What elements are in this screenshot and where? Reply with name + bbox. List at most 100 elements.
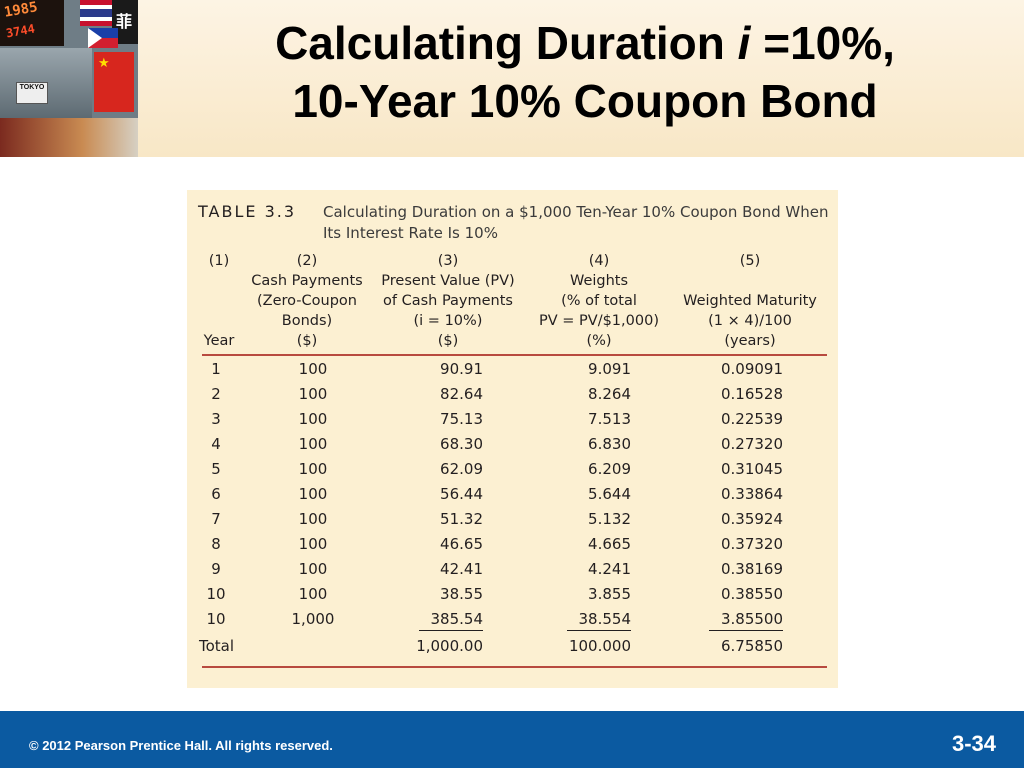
cell-weighted-maturity: 0.38169 [720,560,783,578]
header-line: (1) [208,253,230,269]
header-line: (4) [588,253,610,269]
column-header-present-value: (3) Present Value (PV) of Cash Payments … [373,251,523,351]
column-header-weights: (4) Weights (% of total PV = PV/$1,000) … [527,251,671,351]
table-row: 7 100 51.32 5.132 0.35924 [187,507,838,532]
table-row: 5 100 62.09 6.209 0.31045 [187,457,838,482]
total-pv: 1,000.00 [416,637,483,655]
header-line [675,271,825,291]
cell-weighted-maturity: 0.16528 [720,385,783,403]
header-line: ($) [296,333,318,349]
cell-weight: 9.091 [588,360,631,378]
table-caption: Calculating Duration on a $1,000 Ten-Yea… [323,203,829,242]
cell-weight: 6.209 [588,460,631,478]
header-line: (years) [724,333,776,349]
cell-weight: 5.644 [588,485,631,503]
header-band [0,0,1024,157]
cell-year: 6 [211,485,221,503]
title-suffix: =10%, [750,17,895,69]
cell-cash: 100 [298,510,328,528]
table-row: 8 100 46.65 4.665 0.37320 [187,532,838,557]
cell-weight: 6.830 [588,435,631,453]
cell-pv: 75.13 [440,410,483,428]
china-flag-icon: ★ [94,52,134,112]
header-line: Bonds) [281,313,333,329]
stock-board-text-2: 3744 [5,21,36,41]
star-icon: ★ [98,55,110,70]
cell-pv: 38.55 [440,585,483,603]
header-line: (3) [437,253,459,269]
table-row: 9 100 42.41 4.241 0.38169 [187,557,838,582]
cell-cash: 100 [298,485,328,503]
stock-board-text: 1985 [2,0,39,21]
slide-title: Calculating Duration i =10%, 10-Year 10%… [160,14,1010,130]
header-line: (1 × 4)/100 [708,313,792,329]
cell-cash: 100 [298,585,328,603]
cell-year: 7 [211,510,221,528]
header-line: Cash Payments [251,273,363,289]
title-variable: i [737,17,751,69]
cell-pv: 46.65 [440,535,483,553]
cell-weighted-maturity-value: 3.85500 [708,609,783,631]
cell-weight-value: 38.554 [566,609,631,631]
cell-weight: 4.665 [588,535,631,553]
duration-table: TABLE 3.3 Calculating Duration on a $1,0… [187,190,838,688]
header-line: PV = PV/$1,000) [539,313,659,329]
cell-weighted-maturity: 0.31045 [720,460,783,478]
copyright-text: © 2012 Pearson Prentice Hall. All rights… [29,738,333,753]
cell-pv: 82.64 [440,385,483,403]
table-row: 3 100 75.13 7.513 0.22539 [187,407,838,432]
header-line: (Zero-Coupon [257,293,357,309]
total-label: Total [199,637,235,655]
header-line: Weights [569,273,629,289]
cell-weight: 4.241 [588,560,631,578]
title-line-2: 10-Year 10% Coupon Bond [292,75,878,127]
cell-year: 5 [211,460,221,478]
thailand-flag-icon [80,0,112,26]
stock-board-image: 1985 3744 [0,0,64,46]
philippines-flag-icon [88,28,118,48]
cell-weight: 3.855 [588,585,631,603]
table-row: 10 1,000 385.54 38.554 3.85500 [187,607,838,632]
cell-pv: 62.09 [440,460,483,478]
cell-year: 10 [206,610,226,628]
cell-weighted-maturity: 0.22539 [720,410,783,428]
cell-weighted-maturity: 0.37320 [720,535,783,553]
total-weighted-maturity: 6.75850 [720,637,783,655]
cell-weighted-maturity: 3.85500 [697,607,783,632]
cell-weight: 7.513 [588,410,631,428]
title-line-1: Calculating Duration i =10%, [160,14,1010,72]
header-line: Present Value (PV) [381,273,515,289]
cell-pv: 68.30 [440,435,483,453]
header-line: ($) [437,333,459,349]
cell-year: 8 [211,535,221,553]
cell-pv: 90.91 [440,360,483,378]
table-rule-bottom [202,666,827,668]
table-row: 6 100 56.44 5.644 0.33864 [187,482,838,507]
header-line [197,271,241,291]
header-photo-collage: 1985 3744 菲 TOKYO ★ [0,0,138,157]
cell-year: 2 [211,385,221,403]
table-total-row: Total 1,000.00 100.000 6.75850 [187,634,838,659]
cell-pv: 51.32 [440,510,483,528]
footer-bar: © 2012 Pearson Prentice Hall. All rights… [0,711,1024,768]
cell-weight: 38.554 [537,607,631,632]
cell-pv: 42.41 [440,560,483,578]
cell-weighted-maturity: 0.38550 [720,585,783,603]
header-line: (i = 10%) [413,313,483,329]
cell-weighted-maturity: 0.35924 [720,510,783,528]
table-row: 4 100 68.30 6.830 0.27320 [187,432,838,457]
street-scene-image [0,118,138,157]
cell-weight: 5.132 [588,510,631,528]
cell-cash: 100 [298,385,328,403]
header-line: (5) [739,253,761,269]
column-header-weighted-maturity: (5) Weighted Maturity (1 × 4)/100 (years… [675,251,825,351]
header-line: of Cash Payments [383,293,513,309]
cell-year: 3 [211,410,221,428]
table-row: 1 100 90.91 9.091 0.09091 [187,357,838,382]
cell-pv-value: 385.54 [418,609,483,631]
header-line [197,311,241,331]
cell-year: 1 [211,360,221,378]
cell-cash: 100 [298,360,328,378]
table-label: TABLE 3.3 [198,202,297,221]
total-weight: 100.000 [568,637,631,655]
